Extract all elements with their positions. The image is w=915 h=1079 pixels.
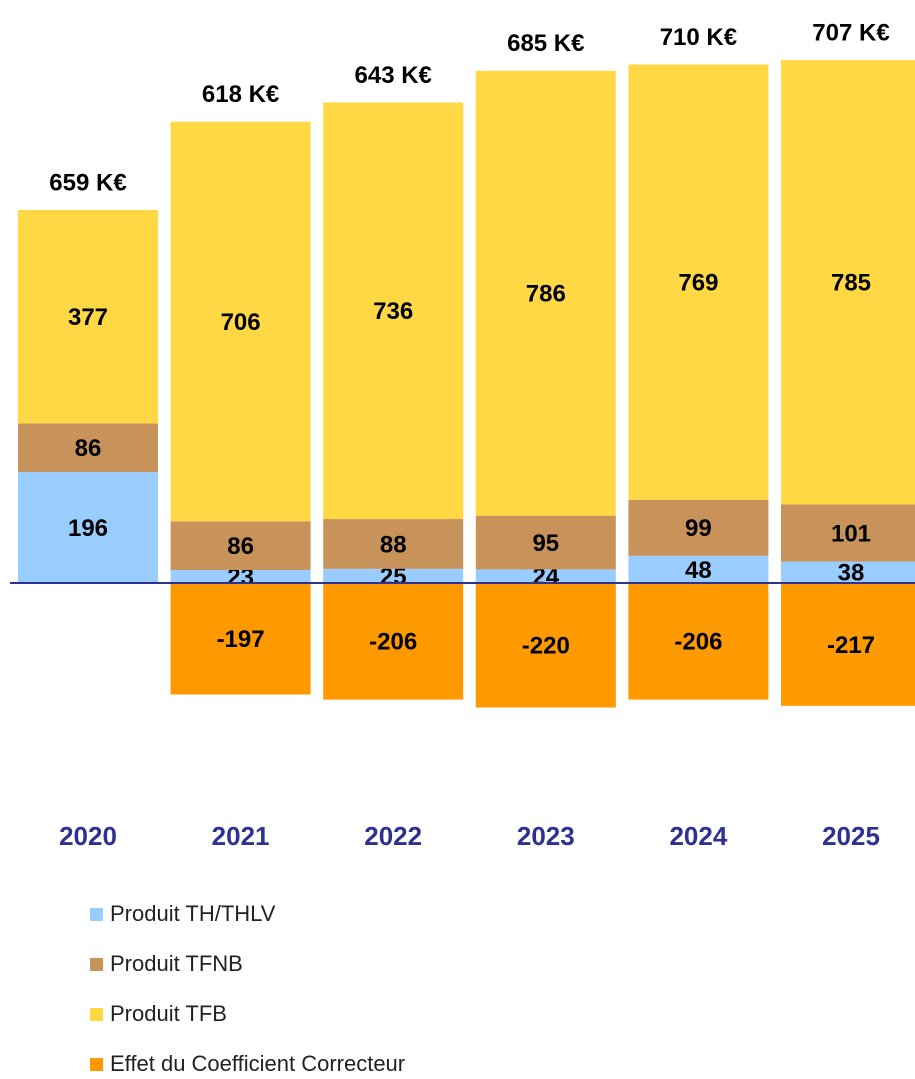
bar-segment [170, 121, 311, 522]
bar-segment [170, 569, 311, 583]
legend-swatch [90, 1058, 103, 1071]
value-label: -217 [827, 632, 875, 659]
value-label: -206 [369, 629, 417, 656]
value-label: 99 [685, 515, 712, 542]
bar-segment [628, 583, 769, 700]
legend-swatch [90, 908, 103, 921]
bar-segment [18, 472, 158, 583]
bar-segment [475, 569, 616, 583]
total-label: 618 K€ [202, 81, 279, 108]
bar-segment [781, 583, 915, 706]
legend-swatch [90, 958, 103, 971]
legend-label: Effet du Coefficient Correcteur [110, 1051, 405, 1076]
legend-label: Produit TH/THLV [110, 901, 276, 926]
bar-segment [628, 64, 769, 500]
total-label: 707 K€ [812, 19, 889, 46]
bar-segment [628, 499, 769, 556]
bar-segment [475, 70, 616, 516]
value-label: 196 [68, 515, 108, 542]
category-label: 2023 [517, 821, 575, 851]
value-label: -220 [522, 633, 570, 660]
total-label: 643 K€ [355, 62, 432, 89]
bar-segment [781, 561, 915, 583]
value-label: 706 [221, 309, 261, 336]
value-label: 86 [227, 533, 254, 560]
value-label: 88 [380, 531, 407, 558]
bar-segment [170, 583, 311, 695]
total-label: 685 K€ [507, 30, 584, 57]
value-label: 377 [68, 304, 108, 331]
bar-segment [475, 583, 616, 708]
bar-segment [323, 102, 464, 520]
bar-segment [475, 515, 616, 570]
category-label: 2020 [59, 821, 117, 851]
category-label: 2021 [212, 821, 270, 851]
total-label: 710 K€ [660, 24, 737, 51]
category-label: 2022 [364, 821, 422, 851]
bar-segment [323, 583, 464, 700]
bar-segment [323, 519, 464, 569]
legend-label: Produit TFNB [110, 951, 243, 976]
bar-segment [18, 210, 158, 424]
total-label: 659 K€ [49, 169, 126, 196]
value-label: -206 [674, 629, 722, 656]
value-label: 95 [532, 530, 559, 557]
bar-segment [781, 60, 915, 505]
bar-segment [781, 504, 915, 562]
value-label: 101 [831, 520, 871, 547]
value-label: 769 [678, 270, 718, 297]
bar-segment [628, 555, 769, 583]
bar-segment [323, 568, 464, 583]
value-label: -197 [217, 626, 265, 653]
value-label: 786 [526, 281, 566, 308]
legend-label: Produit TFB [110, 1001, 227, 1026]
value-label: 48 [685, 557, 712, 584]
bar-segment [170, 521, 311, 570]
value-label: 736 [373, 298, 413, 325]
category-label: 2025 [822, 821, 880, 851]
legend-swatch [90, 1008, 103, 1021]
value-label: 785 [831, 270, 871, 297]
value-label: 86 [75, 435, 102, 462]
category-label: 2024 [669, 821, 727, 851]
bar-segment [18, 423, 158, 473]
